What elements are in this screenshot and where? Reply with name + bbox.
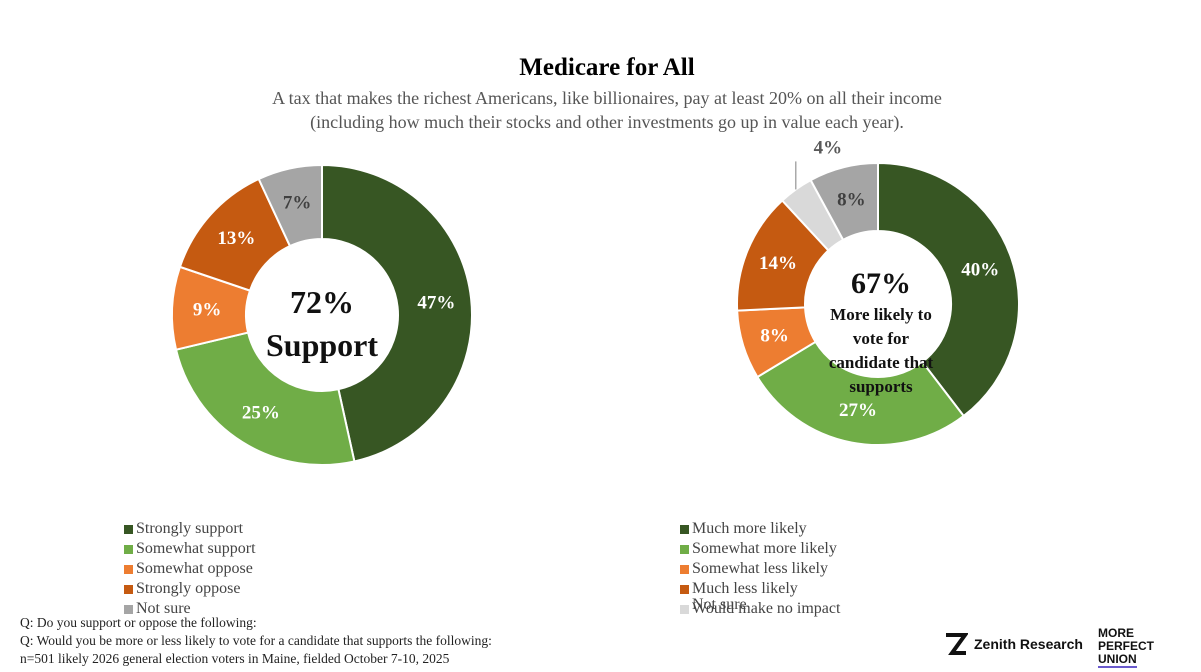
data-label-somewhat-less-likely: 8%: [760, 325, 789, 346]
legend-item-somewhat-oppose: Somewhat oppose: [124, 559, 256, 579]
legend-item-would-make-no-impact: Would make no impact: [680, 599, 840, 619]
footnote: Q: Do you support or oppose the followin…: [20, 614, 492, 668]
more-perfect-union-logo: MORE PERFECT UNION: [1098, 627, 1188, 668]
slice-not-sure: [809, 161, 879, 242]
legend-label: Not sure: [136, 600, 191, 617]
subtitle-line-1: A tax that makes the richest Americans, …: [272, 88, 942, 108]
legend-swatch: [124, 524, 133, 534]
legend-item-much-less-likely: Much less likely: [680, 579, 840, 599]
legend-label: Somewhat less likely: [692, 560, 828, 577]
data-label-strongly-oppose: 13%: [217, 228, 255, 249]
zenith-z-icon: [946, 633, 968, 655]
center-label-line-1: More likely to: [830, 305, 932, 324]
legend-label: Much less likely: [692, 580, 798, 597]
slice-much-more-likely: [877, 161, 1020, 418]
legend-swatch: [680, 544, 689, 554]
legend-label: Somewhat more likely: [692, 540, 837, 557]
legend-swatch: [680, 604, 689, 614]
data-label-not-sure: 8%: [837, 189, 866, 210]
legend-item-strongly-support: Strongly support: [124, 519, 256, 539]
legend-label: Somewhat support: [136, 540, 256, 557]
legend-label: Strongly oppose: [136, 580, 241, 597]
mpu-line-2: UNION: [1098, 652, 1137, 668]
data-label-not-sure: 7%: [283, 193, 312, 214]
legend-swatch: [124, 604, 133, 614]
center-value: 72%: [290, 284, 354, 320]
legend-swatch: [680, 524, 689, 534]
center-label-line-3: candidate that: [829, 353, 934, 372]
center-label-line-2: vote for: [853, 329, 910, 348]
data-label-somewhat-more-likely: 27%: [839, 400, 877, 421]
legend-item-strongly-oppose: Strongly oppose: [124, 579, 256, 599]
legend-label: Would make no impact: [692, 600, 841, 617]
data-label-somewhat-support: 25%: [242, 402, 280, 423]
donut-hole: [806, 232, 950, 376]
legend-item-much-more-likely: Much more likely: [680, 519, 840, 539]
footnote-q2: Q: Would you be more or less likely to v…: [20, 633, 492, 648]
zenith-research-logo: Zenith Research: [944, 632, 1083, 656]
legend-item-somewhat-more-likely: Somewhat more likely: [680, 539, 840, 559]
center-label-line-4: supports: [849, 377, 913, 396]
legend-swatch: [680, 564, 689, 574]
chart-subtitle: A tax that makes the richest Americans, …: [0, 86, 1201, 134]
footnote-sample: n=501 likely 2026 general election voter…: [20, 651, 450, 666]
legend-label: Somewhat oppose: [136, 560, 253, 577]
legend-swatch: [680, 584, 689, 594]
chart-title: Medicare for All: [519, 54, 695, 81]
data-label-much-less-likely: 14%: [759, 253, 797, 274]
legend-support: Strongly support Somewhat support Somewhat…: [124, 519, 256, 619]
footnote-q1: Q: Do you support or oppose the followin…: [20, 615, 257, 630]
legend-label: Strongly support: [136, 520, 244, 537]
legend-vote-likelihood: Much more likely Somewhat more likely Some…: [680, 519, 840, 619]
data-label-much-more-likely: 40%: [961, 259, 999, 280]
mpu-line-1: MORE PERFECT: [1098, 626, 1155, 653]
center-label: Support: [266, 327, 378, 363]
slice-not-sure: [257, 163, 323, 248]
data-label-strongly-support: 47%: [417, 293, 455, 314]
subtitle-line-2: (including how much their stocks and oth…: [310, 112, 904, 132]
legend-label: Much more likely: [692, 520, 807, 537]
legend-swatch: [124, 544, 133, 554]
center-value: 67%: [851, 267, 911, 300]
data-label-somewhat-oppose: 9%: [193, 300, 222, 321]
data-label-would-make-no-impact: 4%: [814, 137, 843, 158]
legend-item-somewhat-less-likely: Somewhat less likely: [680, 559, 840, 579]
donut-hole: [247, 240, 397, 390]
legend-swatch: [124, 564, 133, 574]
legend-overlap-text: Not sure: [692, 596, 747, 613]
legend-item-somewhat-support: Somewhat support: [124, 539, 256, 559]
slice-strongly-support: [321, 163, 473, 463]
donut-chart-vote-likelihood: 67% More likely to vote for candidate th…: [736, 137, 1020, 446]
slice-somewhat-support: [174, 331, 356, 466]
donut-chart-support: 72% Support 47% 25% 9% 13% 7%: [171, 163, 473, 466]
legend-swatch: [124, 584, 133, 594]
zenith-logo-text: Zenith Research: [974, 636, 1083, 652]
slice-somewhat-more-likely: [756, 340, 966, 446]
legend-item-not-sure: Not sure: [124, 599, 256, 619]
